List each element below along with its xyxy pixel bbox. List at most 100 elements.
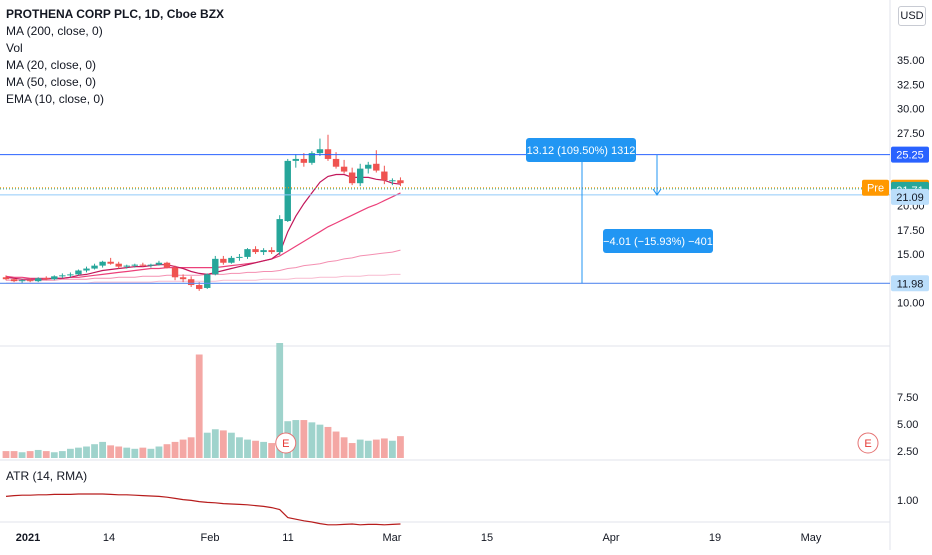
volume-bar: [147, 448, 155, 458]
ema10-line: [5, 173, 401, 280]
price-tick-label: 15.00: [897, 249, 925, 261]
volume-bar: [228, 432, 235, 458]
volume-bar: [99, 441, 106, 458]
price-tick-label: 17.50: [897, 225, 925, 237]
time-tick-label: Feb: [201, 532, 220, 544]
ma50-line: [6, 249, 401, 281]
candle-body: [187, 279, 195, 286]
candle-body: [357, 168, 364, 184]
candle-body: [308, 153, 316, 163]
candle-body: [131, 264, 138, 266]
earnings-marker-label: E: [864, 438, 871, 450]
price-tick-label: 27.50: [897, 128, 925, 140]
candle-body: [260, 250, 267, 253]
pre-tag-bg: [862, 179, 889, 196]
earnings-marker: [857, 432, 879, 454]
volume-bar: [131, 448, 139, 458]
price-tag-bg: [891, 275, 929, 292]
volume-tick-label: 5.00: [897, 419, 918, 431]
time-tick-label: May: [801, 532, 822, 544]
candle-body: [381, 171, 388, 181]
volume-bar: [107, 445, 115, 458]
volume-bar: [211, 429, 219, 458]
grid: [0, 0, 891, 550]
volume-bar: [332, 431, 340, 458]
chart-legend: PROTHENA CORP PLC, 1D, Cboe BZX MA (200,…: [6, 6, 224, 108]
price-tick-label: 35.00: [897, 55, 925, 67]
volume-bar: [34, 449, 42, 458]
volume-bar: [2, 451, 10, 458]
candle-body: [348, 172, 356, 184]
time-tick-label: 2021: [16, 532, 40, 544]
measure-tool[interactable]: 13.12 (109.50%) 1312 −4.01 (−15.93%) −401: [526, 138, 713, 284]
indicator-vol[interactable]: Vol: [6, 41, 23, 55]
volume-bar: [380, 438, 388, 458]
candle-body: [18, 280, 26, 282]
candles: [2, 134, 404, 291]
candle-body: [107, 261, 114, 264]
candle-body: [340, 166, 348, 172]
measure-down-label: −4.01 (−15.93%) −401: [603, 236, 713, 248]
candle-body: [51, 276, 58, 280]
time-tick-label: Apr: [602, 532, 619, 544]
symbol-title[interactable]: PROTHENA CORP PLC, 1D, Cboe BZX: [6, 7, 225, 21]
indicator-ma20[interactable]: MA (20, close, 0): [6, 58, 97, 72]
volume-bar: [236, 437, 243, 458]
volume-bar: [179, 439, 187, 458]
volume-bar: [356, 439, 364, 458]
volume-bar: [58, 451, 66, 458]
candle-body: [2, 277, 10, 280]
price-tag-label: 11.98: [897, 278, 924, 290]
volume-bar: [389, 440, 396, 458]
volume-bar: [155, 446, 163, 458]
measure-up-label: 13.12 (109.50%) 1312: [527, 145, 636, 157]
candle-body: [75, 270, 82, 275]
volume-bar: [123, 447, 131, 458]
atr-indicator-label[interactable]: ATR (14, RMA): [6, 469, 88, 483]
volume-bar: [171, 441, 179, 458]
candle-body: [300, 158, 308, 163]
indicator-ma50[interactable]: MA (50, close, 0): [6, 75, 97, 89]
volume-bar: [219, 430, 227, 458]
candle-body: [10, 279, 18, 282]
volume-bar: [83, 446, 90, 458]
candle-body: [220, 258, 227, 263]
candle-body: [91, 265, 98, 269]
time-tick-label: 14: [103, 532, 115, 544]
indicator-ma200[interactable]: MA (200, close, 0): [6, 24, 103, 38]
candle-body: [397, 180, 404, 184]
indicator-ema10[interactable]: EMA (10, close, 0): [6, 92, 105, 106]
measure-down-box: [603, 229, 713, 253]
candle-body: [139, 264, 147, 266]
price-tag-label: 21.09: [896, 192, 924, 204]
candle-body: [373, 163, 380, 171]
candle-body: [196, 285, 203, 289]
price-tick-label: 32.50: [897, 79, 925, 91]
volume-bar: [372, 439, 380, 458]
volume-bars: [2, 343, 404, 458]
candle-body: [179, 277, 187, 280]
candle-body: [163, 262, 171, 268]
time-tick-label: Mar: [383, 532, 402, 544]
volume-bar: [260, 441, 267, 458]
candle-body: [212, 258, 219, 275]
time-tick-label: 11: [282, 532, 293, 544]
candle-body: [204, 274, 211, 288]
time-tick-label: 15: [481, 532, 493, 544]
candle-body: [268, 250, 275, 253]
volume-bar: [268, 443, 276, 458]
measure-down-arrow: [652, 188, 662, 196]
candle-body: [284, 160, 291, 222]
candle-body: [99, 261, 106, 266]
volume-bar: [292, 420, 300, 458]
price-tag-label: 25.25: [896, 150, 924, 162]
currency-button[interactable]: USD: [898, 6, 926, 26]
volume-bar: [50, 452, 58, 458]
candle-body: [35, 278, 42, 282]
candle-body: [59, 275, 66, 277]
candle-body: [252, 249, 259, 253]
